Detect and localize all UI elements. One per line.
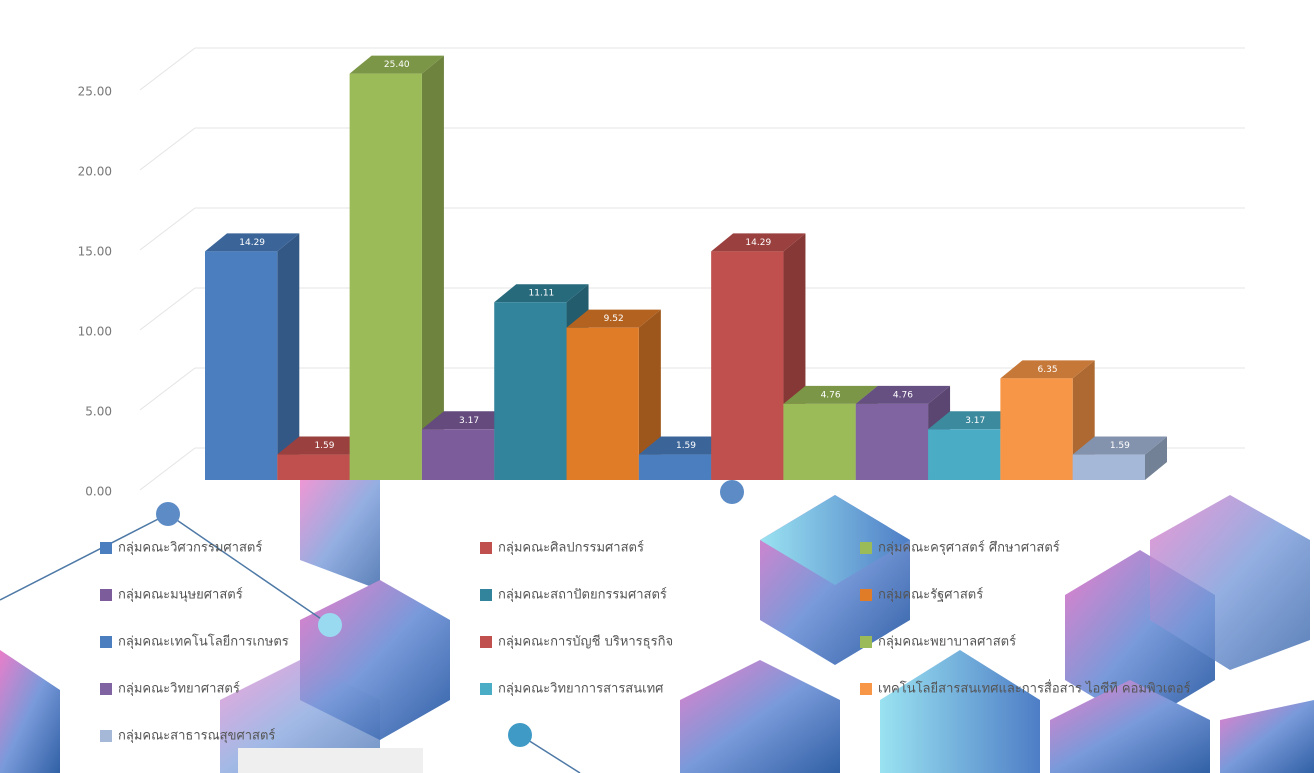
bar [1000, 378, 1073, 480]
y-tick-label: 5.00 [85, 405, 112, 419]
value-label: 14.29 [745, 238, 771, 248]
legend-swatch [100, 542, 112, 554]
legend-swatch [100, 636, 112, 648]
y-tick-label: 15.00 [78, 245, 112, 259]
bar-top [566, 309, 661, 328]
bar-top [1072, 436, 1167, 455]
bar [711, 251, 784, 480]
value-label: 1.59 [1110, 441, 1130, 451]
bar [855, 403, 929, 480]
bar-top [349, 55, 444, 74]
value-label: 11.11 [529, 289, 555, 299]
value-label: 3.17 [459, 416, 479, 426]
legend-swatch [480, 542, 492, 554]
legend-label: กลุ่มคณะรัฐศาสตร์ [878, 587, 983, 603]
value-label: 25.40 [384, 60, 410, 70]
grid-line-depth [139, 127, 196, 171]
legend-swatch [860, 589, 872, 601]
legend-label: กลุ่มคณะมนุษยศาสตร์ [118, 587, 243, 603]
legend-swatch [860, 683, 872, 695]
legend-swatch [100, 730, 112, 742]
y-tick-label: 20.00 [78, 165, 112, 179]
bar-top [855, 385, 951, 404]
legend-label: กลุ่มคณะศิลปกรรมศาสตร์ [498, 540, 644, 556]
bar [783, 403, 856, 480]
bar-side [638, 309, 661, 480]
bar [566, 327, 639, 480]
bar-top [638, 436, 734, 455]
bar-top [494, 284, 589, 303]
value-label: 4.76 [821, 390, 841, 400]
legend-label: กลุ่มคณะวิทยาการสารสนเทศ [498, 682, 664, 697]
legend-label: กลุ่มคณะสถาปัตยกรรมศาสตร์ [498, 587, 667, 603]
bar [494, 302, 567, 480]
legend-label: กลุ่มคณะวิศวกรรมศาสตร์ [118, 540, 262, 556]
bar-side [1145, 436, 1167, 480]
value-label: 4.76 [893, 390, 913, 400]
legend-swatch [100, 589, 112, 601]
bar [277, 454, 350, 480]
legend-label: กลุ่มคณะพยาบาลศาสตร์ [878, 634, 1016, 650]
bar-top [277, 436, 372, 455]
bar-top [928, 411, 1023, 430]
value-label: 1.59 [676, 441, 696, 451]
legend-swatch [480, 589, 492, 601]
bar-top [783, 385, 878, 404]
grid-line-depth [139, 207, 196, 251]
value-label: 6.35 [1038, 365, 1058, 375]
bar [205, 251, 278, 480]
grid-line-depth [139, 47, 196, 91]
legend-label: กลุ่มคณะการบัญชี บริหารธุรกิจ [498, 634, 673, 650]
y-tick-label: 25.00 [78, 85, 112, 99]
legend-label: เทคโนโลยีสารสนเทศและการสื่อสาร ไอซีที คอ… [878, 680, 1191, 697]
bar-top [421, 411, 517, 430]
value-label: 14.29 [239, 238, 265, 248]
grid-line-depth [139, 287, 196, 331]
bar [928, 429, 1001, 480]
value-label: 1.59 [314, 441, 334, 451]
bar [421, 429, 495, 480]
y-tick-label: 0.00 [85, 485, 112, 499]
bar [1072, 454, 1145, 480]
legend-label: กลุ่มคณะเทคโนโลยีการเกษตร [118, 634, 289, 650]
legend-swatch [480, 683, 492, 695]
bar [349, 73, 422, 480]
legend-swatch [860, 636, 872, 648]
background-decoration [0, 480, 1314, 773]
grid-line-depth [139, 367, 196, 411]
legend-swatch [860, 542, 872, 554]
grid-line-depth [139, 447, 196, 491]
bar-top [205, 233, 300, 252]
bar-side [421, 55, 444, 480]
value-label: 9.52 [604, 314, 624, 324]
bar-top [1000, 360, 1095, 379]
legend-label: กลุ่มคณะวิทยาศาสตร์ [118, 681, 240, 697]
bar [638, 454, 712, 480]
bar-top [711, 233, 806, 252]
bar-side [277, 233, 300, 480]
legend-swatch [100, 683, 112, 695]
value-label: 3.17 [965, 416, 985, 426]
legend-label: กลุ่มคณะสาธารณสุขศาสตร์ [118, 728, 275, 744]
legend-swatch [480, 636, 492, 648]
y-tick-label: 10.00 [78, 325, 112, 339]
legend-label: กลุ่มคณะครุศาสตร์ ศึกษาศาสตร์ [878, 540, 1060, 556]
